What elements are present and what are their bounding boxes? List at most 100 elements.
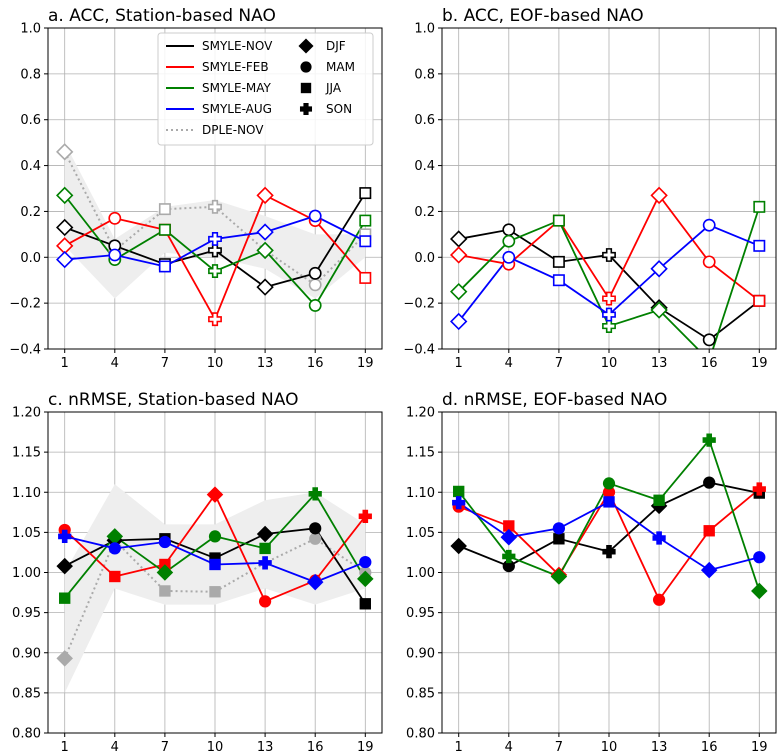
x-tick-label: 4	[111, 356, 119, 371]
data-point	[503, 252, 514, 263]
y-tick-label: 0.90	[12, 646, 41, 661]
data-point	[551, 569, 566, 584]
y-tick-label: 0.95	[406, 606, 435, 621]
y-tick-label: 1.0	[20, 22, 41, 37]
y-tick-label: −0.2	[9, 297, 41, 312]
data-point	[209, 531, 220, 542]
data-point	[754, 296, 764, 306]
data-point	[360, 599, 370, 609]
y-tick-label: 0.6	[414, 113, 435, 128]
data-point	[604, 497, 614, 507]
legend-entry-label: DPLE-NOV	[202, 123, 264, 137]
y-tick-label: 0.0	[414, 251, 435, 266]
x-tick-label: 1	[61, 740, 69, 755]
y-tick-label: 0.6	[20, 113, 41, 128]
y-tick-label: 1.10	[12, 486, 41, 501]
panel-3: 0.800.850.900.951.001.051.101.151.201 4 7 1…	[12, 390, 382, 755]
panel-title: a. ACC, Station-based NAO	[48, 6, 276, 26]
y-tick-label: 1.15	[406, 446, 435, 461]
data-point	[503, 224, 514, 235]
x-tick-label: 4	[505, 740, 513, 755]
panel-title: b. ACC, EOF-based NAO	[442, 6, 644, 26]
data-point	[310, 268, 321, 279]
x-tick-label: 7	[161, 356, 169, 371]
x-tick-label: 19	[751, 740, 768, 755]
plot-area	[451, 188, 764, 366]
x-tick-label: 16	[307, 740, 324, 755]
data-point	[160, 204, 170, 214]
plot-area	[57, 143, 370, 326]
x-tick-label: 7	[555, 740, 563, 755]
y-tick-label: 1.05	[406, 526, 435, 541]
data-point	[159, 536, 170, 547]
data-point	[210, 587, 220, 597]
x-tick-label: 7	[555, 356, 563, 371]
x-tick-label: 13	[651, 356, 668, 371]
x-tick-label: 19	[357, 356, 374, 371]
data-point	[503, 236, 514, 247]
data-point	[310, 210, 321, 221]
data-point	[360, 556, 371, 567]
legend-marker-swatch	[301, 62, 311, 72]
data-point	[653, 594, 664, 605]
x-tick-label: 10	[207, 740, 224, 755]
x-tick-label: 10	[207, 356, 224, 371]
y-tick-label: 0.85	[406, 686, 435, 701]
legend-entry-label: SMYLE-FEB	[202, 60, 269, 74]
y-tick-label: 0.2	[414, 205, 435, 220]
y-tick-label: 0.8	[20, 67, 41, 82]
x-tick-label: 1	[61, 356, 69, 371]
legend-marker-label: MAM	[326, 60, 355, 74]
data-point	[603, 320, 615, 332]
x-tick-label: 13	[651, 740, 668, 755]
data-point	[451, 538, 466, 553]
data-point	[310, 279, 321, 290]
x-tick-label: 19	[357, 740, 374, 755]
data-point	[109, 249, 120, 260]
data-point	[109, 543, 120, 554]
data-point	[310, 523, 321, 534]
x-tick-label: 16	[701, 356, 718, 371]
x-tick-label: 7	[161, 740, 169, 755]
x-tick-label: 16	[701, 740, 718, 755]
data-point	[160, 586, 170, 596]
data-point	[360, 188, 370, 198]
data-point	[109, 213, 120, 224]
data-point	[654, 495, 664, 505]
y-tick-label: −0.2	[403, 297, 435, 312]
data-point	[210, 559, 220, 569]
data-point	[209, 313, 221, 325]
y-tick-label: 0.85	[12, 686, 41, 701]
x-tick-label: 1	[455, 356, 463, 371]
y-tick-label: 1.0	[414, 22, 435, 37]
data-point	[752, 583, 767, 598]
x-tick-label: 19	[751, 356, 768, 371]
y-tick-label: 0.80	[12, 727, 41, 742]
data-point	[360, 273, 370, 283]
data-point	[207, 487, 222, 502]
y-tick-label: 0.2	[20, 205, 41, 220]
data-point	[160, 261, 170, 271]
data-point	[451, 247, 466, 262]
data-point	[652, 188, 667, 203]
data-point	[360, 215, 370, 225]
data-point	[110, 571, 120, 581]
x-tick-label: 16	[307, 356, 324, 371]
data-point	[704, 334, 715, 345]
data-point	[258, 188, 273, 203]
data-point	[454, 486, 464, 496]
data-point	[554, 275, 564, 285]
data-point	[258, 280, 273, 295]
legend-entry-label: SMYLE-NOV	[202, 39, 273, 53]
data-point	[704, 256, 715, 267]
y-tick-label: 1.20	[406, 406, 435, 421]
y-tick-label: 1.20	[12, 406, 41, 421]
y-tick-label: 0.4	[20, 159, 41, 174]
x-tick-label: 10	[601, 740, 618, 755]
data-point	[260, 543, 270, 553]
panel-4: 0.800.850.900.951.001.051.101.151.201 4 7 1…	[406, 390, 776, 755]
legend: SMYLE-NOV SMYLE-FEB SMYLE-MAY SMYLE-AUG DPLE…	[158, 33, 373, 145]
y-tick-label: 0.90	[406, 646, 435, 661]
x-tick-label: 10	[601, 356, 618, 371]
